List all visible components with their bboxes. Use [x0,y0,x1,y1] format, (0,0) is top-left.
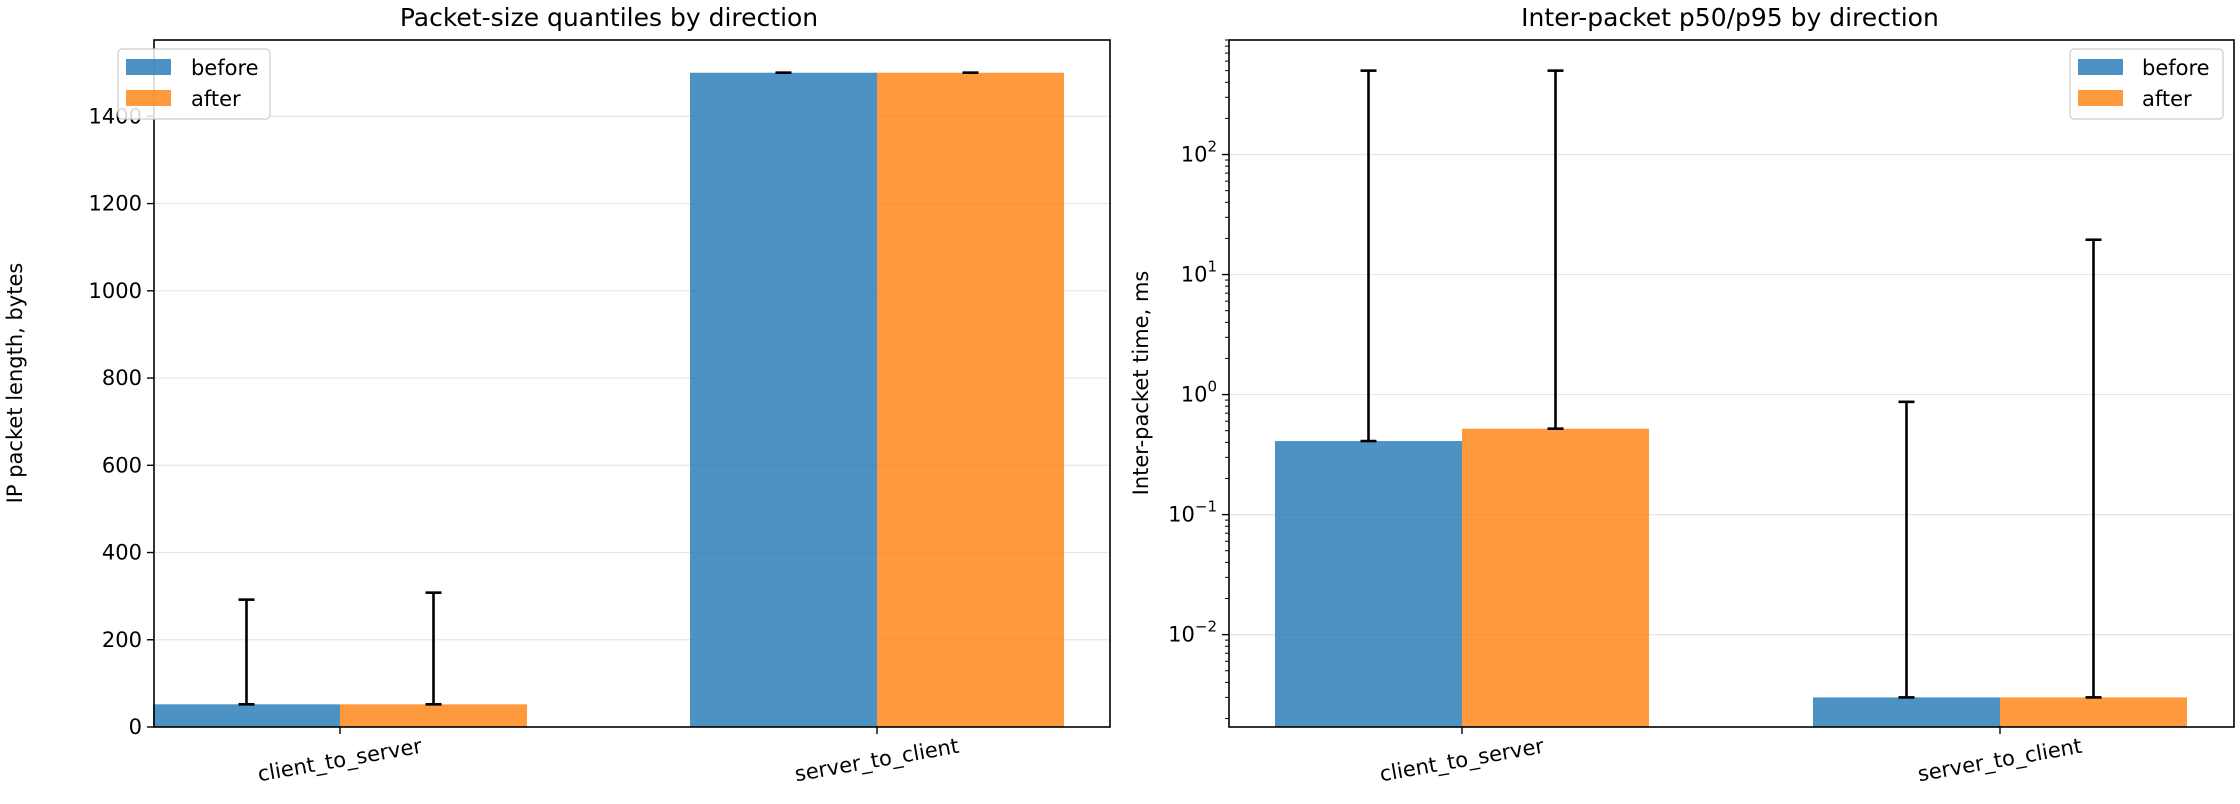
y-tick-label: 800 [102,366,142,390]
bars [1275,428,2187,727]
y-axis-label: IP packet length, bytes [3,263,27,504]
bar-before-client_to_server [153,704,340,727]
bar-before-client_to_server [1275,441,1462,727]
x-ticks: client_to_server server_to_client [1378,727,2084,787]
legend-swatch-after [126,90,171,106]
x-tick-label: client_to_server [1378,734,1546,788]
y-tick-label: 0 [129,715,142,739]
bar-after-client_to_server [340,704,527,727]
error-bars [238,71,979,706]
plot-frame [1228,39,2235,728]
y-axis-label: Inter-packet time, ms [1129,271,1153,496]
x-tick-label: server_to_client [793,734,961,787]
legend-swatch-after [2078,90,2123,106]
y-tick-label: 101 [1181,258,1217,287]
y-tick-label: 600 [102,453,142,477]
legend-swatch-before [126,59,171,75]
legend-label-before: before [191,56,259,80]
legend-label-after: after [191,87,241,111]
legend-label-after: after [2142,87,2192,111]
bar-before-server_to_client [690,72,877,727]
bar-after-client_to_server [1462,428,1649,727]
x-tick-label: client_to_server [256,734,424,788]
bar-before-server_to_client [1813,697,2000,727]
bar-after-server_to_client [2000,697,2187,727]
legend-label-before: before [2142,56,2210,80]
bar-after-server_to_client [877,72,1064,727]
grid [154,115,1110,728]
y-tick-label: 10−1 [1168,498,1217,527]
chart-title: Inter-packet p50/p95 by direction [1521,3,1939,32]
y-tick-label: 10−2 [1168,618,1217,647]
y-tick-label: 1200 [89,192,142,216]
y-ticks: 10−2 10−1 100 101 102 [1168,39,1229,720]
bars [153,72,1064,727]
error-bars [1360,69,2102,699]
chart-packet-size: Packet-size quantiles by direction IP pa… [3,3,1111,787]
x-ticks: client_to_server server_to_client [256,727,961,787]
x-tick-label: server_to_client [1916,734,2084,787]
plot-frame [153,39,1111,728]
legend: before after [117,48,271,120]
chart-inter-packet: Inter-packet p50/p95 by direction Inter-… [1129,3,2235,787]
chart-title: Packet-size quantiles by direction [400,3,818,32]
y-tick-label: 1000 [89,279,142,303]
legend-swatch-before [2078,59,2123,75]
legend: before after [2069,48,2224,120]
y-tick-label: 200 [102,628,142,652]
y-tick-label: 100 [1181,378,1217,407]
y-tick-label: 400 [102,541,142,565]
y-tick-label: 102 [1181,138,1217,167]
